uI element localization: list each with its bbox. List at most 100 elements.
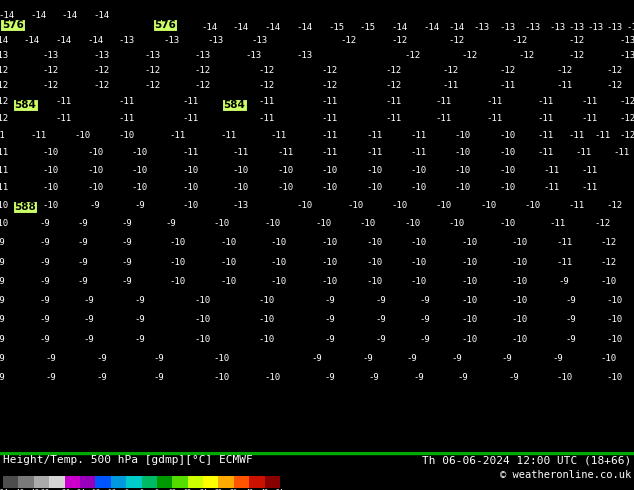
Text: -11: -11 <box>321 114 338 123</box>
FancyBboxPatch shape <box>65 476 80 488</box>
Text: -10: -10 <box>131 148 148 157</box>
FancyBboxPatch shape <box>172 476 188 488</box>
Text: -9: -9 <box>46 354 56 363</box>
Text: -14: -14 <box>448 23 465 32</box>
Text: -10: -10 <box>169 238 186 247</box>
Text: 12: 12 <box>168 489 176 490</box>
Text: -13: -13 <box>144 50 160 60</box>
Text: -12: -12 <box>404 50 420 60</box>
Text: -13: -13 <box>499 23 515 32</box>
Text: -10: -10 <box>499 183 515 192</box>
Text: -10: -10 <box>87 166 103 174</box>
Text: -14: -14 <box>626 23 634 32</box>
Text: -9: -9 <box>39 335 49 343</box>
Text: -10: -10 <box>366 258 382 267</box>
Text: -10: -10 <box>220 277 236 286</box>
Text: -12: -12 <box>195 66 211 74</box>
Text: -14: -14 <box>391 23 408 32</box>
Text: -11: -11 <box>581 114 598 123</box>
Text: -12: -12 <box>442 66 458 74</box>
Text: -11: -11 <box>366 148 382 157</box>
Text: -10: -10 <box>410 258 427 267</box>
Text: 588: 588 <box>15 202 36 212</box>
Text: 54: 54 <box>276 489 284 490</box>
FancyBboxPatch shape <box>141 476 157 488</box>
Text: -10: -10 <box>366 238 382 247</box>
Text: -10: -10 <box>607 296 623 305</box>
Text: -10: -10 <box>42 201 59 210</box>
Text: 576: 576 <box>2 20 23 30</box>
FancyBboxPatch shape <box>111 476 126 488</box>
Text: -10: -10 <box>455 148 471 157</box>
Text: -12: -12 <box>42 66 59 74</box>
Text: -10: -10 <box>391 201 408 210</box>
FancyBboxPatch shape <box>80 476 95 488</box>
Text: -10: -10 <box>499 148 515 157</box>
Text: 584: 584 <box>15 100 36 110</box>
Text: -11: -11 <box>543 166 560 174</box>
Text: -10: -10 <box>74 131 91 140</box>
Text: -10: -10 <box>258 335 275 343</box>
Text: -10: -10 <box>499 131 515 140</box>
Text: -11: -11 <box>321 97 338 106</box>
Text: -9: -9 <box>312 354 322 363</box>
Text: -9: -9 <box>39 315 49 324</box>
Text: -11: -11 <box>537 148 553 157</box>
Text: -10: -10 <box>461 238 477 247</box>
Text: -13: -13 <box>619 50 634 60</box>
Text: -9: -9 <box>122 277 132 286</box>
Text: -9: -9 <box>451 354 462 363</box>
Text: -10: -10 <box>321 238 338 247</box>
Text: -9: -9 <box>46 373 56 382</box>
Text: -12: -12 <box>461 50 477 60</box>
Text: -11: -11 <box>0 183 8 192</box>
Text: -12: -12 <box>385 81 401 91</box>
Text: -10: -10 <box>455 166 471 174</box>
Text: -9: -9 <box>420 335 430 343</box>
Text: -10: -10 <box>607 373 623 382</box>
Text: -9: -9 <box>566 335 576 343</box>
Text: -9: -9 <box>166 220 176 228</box>
Text: 576: 576 <box>154 20 176 30</box>
Text: -9: -9 <box>0 238 5 247</box>
Text: -10: -10 <box>271 258 287 267</box>
Text: -11: -11 <box>569 131 585 140</box>
Text: -10: -10 <box>119 131 135 140</box>
Text: -14: -14 <box>87 36 103 45</box>
Text: -11: -11 <box>569 201 585 210</box>
Text: -10: -10 <box>42 148 59 157</box>
Text: -12: -12 <box>105 489 117 490</box>
Text: -11: -11 <box>410 148 427 157</box>
Text: -9: -9 <box>508 373 519 382</box>
Text: -11: -11 <box>182 114 198 123</box>
Text: -12: -12 <box>385 66 401 74</box>
Text: -12: -12 <box>600 238 617 247</box>
Text: -12: -12 <box>195 81 211 91</box>
FancyBboxPatch shape <box>219 476 234 488</box>
Text: -11: -11 <box>486 114 503 123</box>
Text: -10: -10 <box>296 201 313 210</box>
Text: -10: -10 <box>258 315 275 324</box>
Text: -9: -9 <box>0 373 5 382</box>
Text: -11: -11 <box>169 131 186 140</box>
Text: -11: -11 <box>499 81 515 91</box>
Text: -10: -10 <box>366 183 382 192</box>
Text: -10: -10 <box>233 166 249 174</box>
Text: -10: -10 <box>347 201 363 210</box>
Text: -10: -10 <box>524 201 541 210</box>
Text: -10: -10 <box>233 183 249 192</box>
Text: -11: -11 <box>233 148 249 157</box>
Text: -12: -12 <box>144 66 160 74</box>
Text: -10: -10 <box>220 238 236 247</box>
Text: -11: -11 <box>556 81 573 91</box>
Text: -11: -11 <box>543 183 560 192</box>
Text: -10: -10 <box>321 166 338 174</box>
FancyBboxPatch shape <box>234 476 249 488</box>
Text: -10: -10 <box>499 166 515 174</box>
Text: -12: -12 <box>0 66 8 74</box>
Text: -9: -9 <box>413 373 424 382</box>
Text: -11: -11 <box>0 166 8 174</box>
Text: -13: -13 <box>42 50 59 60</box>
Text: -12: -12 <box>512 36 528 45</box>
Text: -10: -10 <box>264 373 281 382</box>
